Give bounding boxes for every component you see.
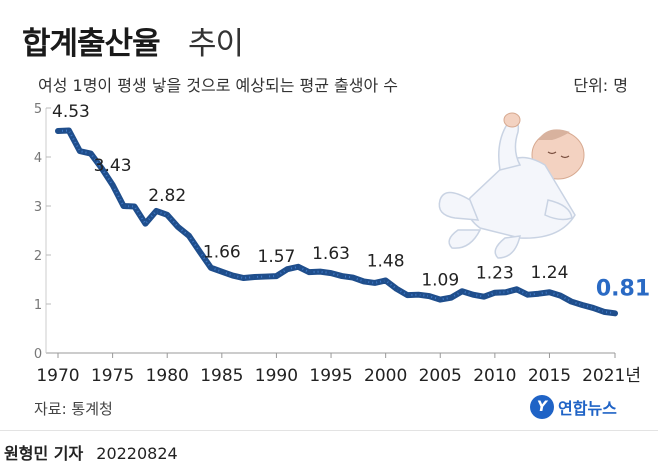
y-tick-label: 3 xyxy=(34,200,42,215)
x-tick-label: 1990 xyxy=(255,366,298,386)
x-tick-label: 2000 xyxy=(364,366,407,386)
data-labels: 4.53 3.43 2.82 1.66 1.57 1.63 1.48 1.09 1.23 1.24… xyxy=(52,102,650,301)
data-point xyxy=(274,274,278,278)
data-point xyxy=(547,290,551,294)
series-line xyxy=(55,127,618,317)
data-point xyxy=(526,293,530,297)
baby-icon xyxy=(438,112,585,259)
data-point xyxy=(504,290,508,294)
data-point xyxy=(209,266,213,270)
x-tick-label: 1975 xyxy=(91,366,134,386)
data-label: 1.66 xyxy=(203,243,241,263)
data-point xyxy=(67,129,71,133)
x-tick-label: 2010 xyxy=(473,366,516,386)
x-tick-label: 2015 xyxy=(528,366,571,386)
data-point xyxy=(187,234,191,238)
data-point xyxy=(482,295,486,299)
data-point xyxy=(537,292,541,296)
footer-bar xyxy=(0,430,658,467)
source-label: 자료: 통계청 xyxy=(34,400,113,418)
data-point xyxy=(373,281,377,285)
chart-area: 0 1 2 3 4 5 1970 1975 1980 1985 1990 1995 2000 2005 20… xyxy=(34,102,650,386)
data-point xyxy=(384,278,388,282)
chart-title: 합계출산율 xyxy=(22,26,161,62)
data-point xyxy=(602,310,606,314)
data-point xyxy=(122,204,126,208)
data-point xyxy=(395,287,399,291)
data-point xyxy=(56,129,60,133)
data-point xyxy=(100,166,104,170)
data-label: 1.63 xyxy=(312,244,350,264)
data-label: 1.23 xyxy=(476,264,514,284)
yonhap-logo: Y 연합뉴스 xyxy=(530,395,617,419)
data-point xyxy=(264,275,268,279)
data-point xyxy=(569,300,573,304)
data-point xyxy=(318,270,322,274)
data-label: 3.43 xyxy=(94,156,132,176)
x-tick-label: 1985 xyxy=(200,366,243,386)
data-point xyxy=(285,267,289,271)
data-point xyxy=(580,303,584,307)
data-point xyxy=(89,152,93,156)
data-point xyxy=(449,296,453,300)
data-point xyxy=(460,289,464,293)
logo-mark-icon: Y xyxy=(530,395,554,419)
publish-date: 20220824 xyxy=(96,444,178,463)
data-point xyxy=(558,294,562,298)
data-point xyxy=(493,291,497,295)
y-tick-label: 5 xyxy=(34,102,42,117)
chart-subtitle: 여성 1명이 평생 낳을 것으로 예상되는 평균 출생아 수 xyxy=(38,76,398,95)
axes: 0 1 2 3 4 5 1970 1975 1980 1985 1990 1995 2000 2005 20… xyxy=(34,102,641,386)
data-label: 2.82 xyxy=(148,186,186,206)
unit-label: 단위: 명 xyxy=(573,76,628,95)
data-point xyxy=(176,225,180,229)
data-point xyxy=(340,274,344,278)
data-point xyxy=(591,306,595,310)
chart-title-suffix: 추이 xyxy=(188,26,244,62)
data-point xyxy=(405,293,409,297)
data-point xyxy=(253,275,257,279)
x-tick-label: 1980 xyxy=(146,366,189,386)
x-tick-label: 1995 xyxy=(309,366,352,386)
x-tick-label: 2021년 xyxy=(582,366,641,386)
data-point xyxy=(242,276,246,280)
y-tick-label: 2 xyxy=(34,249,42,264)
logo-text: 연합뉴스 xyxy=(558,399,617,418)
data-point xyxy=(613,311,617,315)
data-point xyxy=(132,204,136,208)
data-point xyxy=(143,222,147,226)
data-label: 1.24 xyxy=(531,263,569,283)
data-point xyxy=(231,274,235,278)
y-tick-label: 4 xyxy=(34,151,42,166)
data-point xyxy=(362,279,366,283)
y-tick-label: 1 xyxy=(34,298,42,313)
data-point xyxy=(154,209,158,213)
data-point xyxy=(427,294,431,298)
data-point xyxy=(351,276,355,280)
data-label: 1.48 xyxy=(367,251,405,271)
data-point xyxy=(78,149,82,153)
data-label: 1.09 xyxy=(421,271,459,291)
series-path xyxy=(55,127,618,317)
data-label: 4.53 xyxy=(52,102,90,122)
data-point xyxy=(111,183,115,187)
data-label: 0.81 xyxy=(596,276,650,301)
data-point xyxy=(438,298,442,302)
data-point xyxy=(416,293,420,297)
data-point xyxy=(329,271,333,275)
data-point xyxy=(165,213,169,217)
x-tick-label: 1970 xyxy=(36,366,79,386)
data-point xyxy=(515,287,519,291)
data-point xyxy=(307,270,311,274)
data-label: 1.57 xyxy=(258,247,296,267)
data-point xyxy=(296,265,300,269)
data-point xyxy=(198,250,202,254)
y-tick-label: 0 xyxy=(34,347,42,362)
reporter-name: 원형민 기자 xyxy=(4,444,84,463)
credit: 원형민 기자 20220824 xyxy=(4,440,178,464)
data-point xyxy=(220,270,224,274)
x-tick-label: 2005 xyxy=(419,366,462,386)
data-point xyxy=(471,293,475,297)
